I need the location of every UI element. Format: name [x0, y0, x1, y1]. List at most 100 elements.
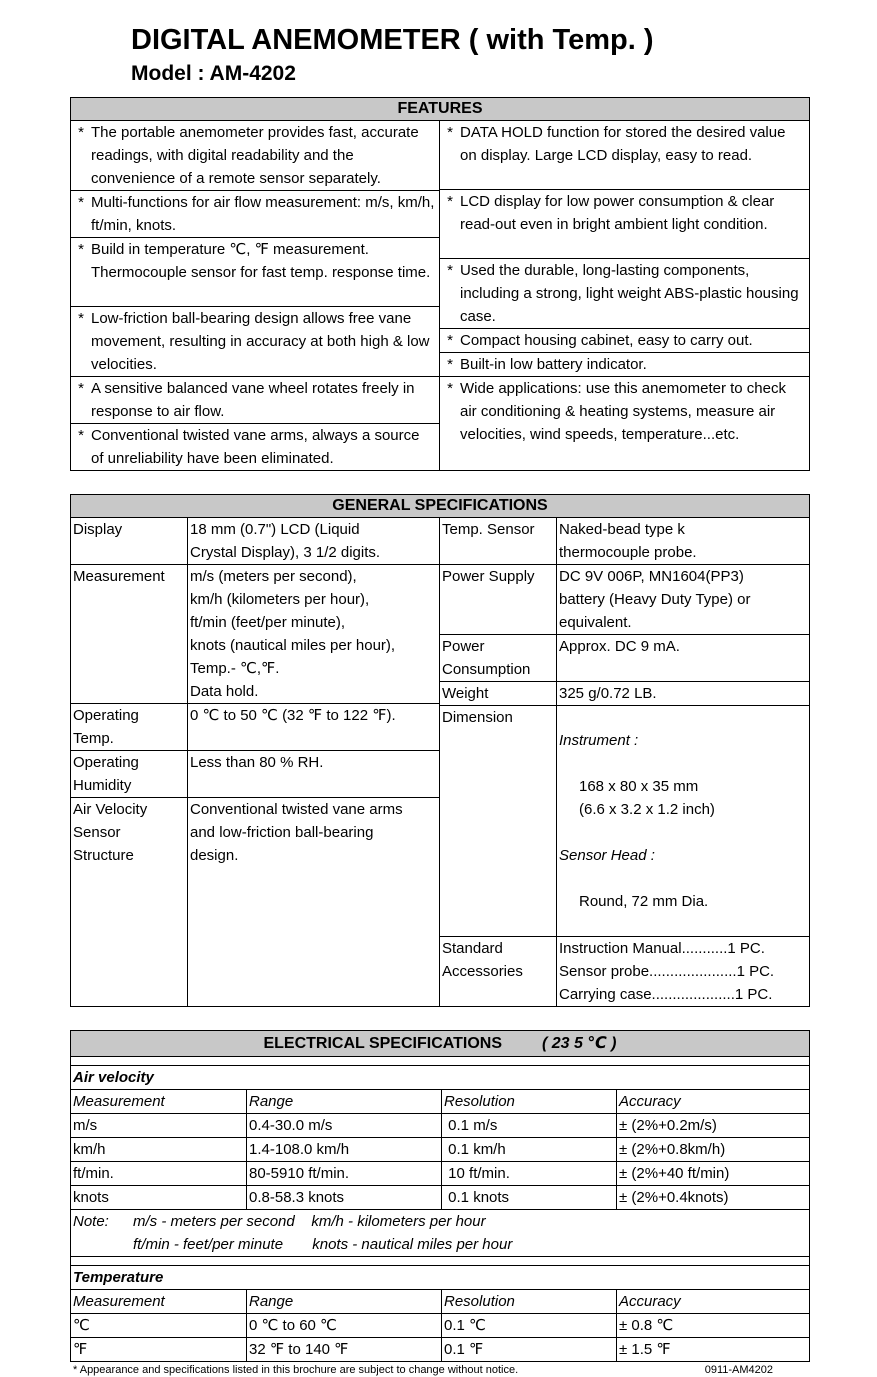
spec-row: Operating Humidity Less than 80 % RH.	[71, 751, 439, 798]
bullet: *	[78, 241, 84, 258]
sensor-head-label: Sensor Head :	[559, 847, 655, 864]
feature-text: Built-in low battery indicator.	[460, 356, 647, 373]
feature-item: * Compact housing cabinet, easy to carry …	[440, 329, 809, 353]
sensor-head-dimensions: Round, 72 mm Dia.	[579, 893, 709, 910]
feature-text: Build in temperature ℃, ℉ measurement. T…	[91, 241, 431, 281]
instrument-label: Instrument :	[559, 732, 639, 749]
table-row: knots 0.8-58.3 knots 0.1 knots ± (2%+0.4kn…	[71, 1186, 809, 1210]
spec-value: 18 mm (0.7") LCD (Liquid Crystal Display…	[190, 521, 381, 561]
features-right-column: * DATA HOLD function for stored the desir…	[440, 121, 809, 470]
units-note: Note: m/s - meters per second km/h - kil…	[71, 1210, 809, 1257]
feature-text: Conventional twisted vane arms, always a…	[91, 427, 420, 467]
spec-value: Instrument : 168 x 80 x 35 mm (6.6 x 3.2…	[557, 706, 809, 936]
spec-value: Approx. DC 9 mA.	[559, 638, 680, 655]
table-row: ℃ 0 ℃ to 60 ℃ 0.1 ℃ ± 0.8 ℃	[71, 1314, 809, 1338]
bullet: *	[78, 194, 84, 211]
spec-row: Measurement m/s (meters per second), km/h…	[71, 565, 439, 704]
spec-label: Operating Humidity	[71, 751, 188, 797]
features-table: FEATURES * The portable anemometer provid…	[70, 97, 810, 471]
table-row: m/s 0.4-30.0 m/s 0.1 m/s ± (2%+0.2m/s)	[71, 1114, 809, 1138]
note-line: m/s - meters per second km/h - kilometer…	[133, 1213, 486, 1230]
bullet: *	[447, 332, 453, 349]
spec-label: Temp. Sensor	[440, 518, 557, 564]
spec-row: Air Velocity Sensor Structure Conventiona…	[71, 798, 439, 1006]
spec-value: Less than 80 % RH.	[190, 754, 324, 771]
feature-item: * Multi-functions for air flow measuremen…	[71, 191, 439, 238]
table-row: km/h 1.4-108.0 km/h 0.1 km/h ± (2%+0.8km/h…	[71, 1138, 809, 1162]
spec-value: 325 g/0.72 LB.	[559, 685, 657, 702]
feature-item: * The portable anemometer provides fast, …	[71, 121, 439, 191]
air-velocity-title: Air velocity	[71, 1066, 809, 1090]
feature-item: * DATA HOLD function for stored the desir…	[440, 121, 809, 190]
temperature-title: Temperature	[71, 1266, 809, 1290]
table-row: ft/min. 80-5910 ft/min. 10 ft/min. ± (2%+4…	[71, 1162, 809, 1186]
spec-row: Dimension Instrument : 168 x 80 x 35 mm …	[440, 706, 809, 937]
spec-value: Conventional twisted vane arms and low-f…	[190, 801, 403, 864]
bullet: *	[447, 356, 453, 373]
model-number: Model : AM-4202	[131, 62, 296, 85]
bullet: *	[78, 380, 84, 397]
bullet: *	[447, 193, 453, 210]
general-specs-header: GENERAL SPECIFICATIONS	[71, 495, 809, 518]
feature-text: Compact housing cabinet, easy to carry o…	[460, 332, 753, 349]
general-specs-table: GENERAL SPECIFICATIONS Display 18 mm (0.7…	[70, 494, 810, 1007]
spec-row: Standard Accessories Instruction Manual..…	[440, 937, 809, 1006]
feature-item: * Conventional twisted vane arms, always …	[71, 424, 439, 470]
spec-label: Standard Accessories	[440, 937, 557, 1006]
feature-item: * Wide applications: use this anemometer …	[440, 377, 809, 470]
spec-row: Temp. Sensor Naked-bead type k thermocoup…	[440, 518, 809, 565]
document-code: 0911-AM4202	[704, 1364, 773, 1376]
reference-temperature: ( 23 5 ℃ )	[542, 1035, 617, 1052]
electrical-specs-table: ELECTRICAL SPECIFICATIONS ( 23 5 ℃ ) Air …	[70, 1030, 810, 1362]
features-left-column: * The portable anemometer provides fast, …	[71, 121, 440, 470]
bullet: *	[447, 124, 453, 141]
column-header-row: Measurement Range Resolution Accuracy	[71, 1090, 809, 1114]
spec-label: Display	[71, 518, 188, 564]
column-header-row: Measurement Range Resolution Accuracy	[71, 1290, 809, 1314]
spec-value: m/s (meters per second), km/h (kilometer…	[190, 568, 396, 700]
feature-text: A sensitive balanced vane wheel rotates …	[91, 380, 415, 420]
spec-row: Power Supply DC 9V 006P, MN1604(PP3) batt…	[440, 565, 809, 635]
spec-value: DC 9V 006P, MN1604(PP3) battery (Heavy D…	[559, 568, 751, 631]
bullet: *	[78, 124, 84, 141]
feature-text: DATA HOLD function for stored the desire…	[460, 124, 786, 164]
bullet: *	[447, 262, 453, 279]
feature-item: * A sensitive balanced vane wheel rotates…	[71, 377, 439, 424]
spec-value: 0 ℃ to 50 ℃ (32 ℉ to 122 ℉).	[190, 707, 396, 724]
spec-value: Instruction Manual...........1 PC. Senso…	[559, 940, 775, 1003]
bullet: *	[78, 427, 84, 444]
spec-row: Weight 325 g/0.72 LB.	[440, 682, 809, 706]
spec-label: Air Velocity Sensor Structure	[71, 798, 188, 1006]
feature-text: Used the durable, long-lasting component…	[460, 262, 799, 325]
features-header: FEATURES	[71, 98, 809, 121]
feature-item: * LCD display for low power consumption &…	[440, 190, 809, 259]
spec-value: Naked-bead type k thermocouple probe.	[559, 521, 697, 561]
note-line: ft/min - feet/per minute knots - nautica…	[133, 1236, 513, 1253]
spec-row: Operating Temp. 0 ℃ to 50 ℃ (32 ℉ to 122 …	[71, 704, 439, 751]
spec-label: Power Supply	[440, 565, 557, 634]
feature-item: * Used the durable, long-lasting componen…	[440, 259, 809, 329]
disclaimer: * Appearance and specifications listed i…	[73, 1364, 519, 1376]
footer: * Appearance and specifications listed i…	[73, 1363, 773, 1377]
feature-item: * Low-friction ball-bearing design allows…	[71, 307, 439, 377]
feature-text: LCD display for low power consumption & …	[460, 193, 775, 233]
spec-row: Power Consumption Approx. DC 9 mA.	[440, 635, 809, 682]
spec-label: Weight	[440, 682, 557, 705]
spec-label: Power Consumption	[440, 635, 557, 681]
note-label: Note:	[73, 1213, 109, 1230]
instrument-dimensions: 168 x 80 x 35 mm (6.6 x 3.2 x 1.2 inch)	[579, 778, 715, 818]
feature-text: Wide applications: use this anemometer t…	[460, 380, 786, 443]
page-title: DIGITAL ANEMOMETER ( with Temp. )	[131, 24, 654, 56]
general-right-column: Temp. Sensor Naked-bead type k thermocoup…	[440, 518, 809, 1006]
bullet: *	[78, 310, 84, 327]
feature-item: * Build in temperature ℃, ℉ measurement. …	[71, 238, 439, 307]
spec-label: Operating Temp.	[71, 704, 188, 750]
general-left-column: Display 18 mm (0.7") LCD (Liquid Crystal …	[71, 518, 440, 1006]
feature-item: * Built-in low battery indicator.	[440, 353, 809, 377]
electrical-specs-header: ELECTRICAL SPECIFICATIONS	[263, 1035, 502, 1052]
feature-text: The portable anemometer provides fast, a…	[91, 124, 419, 187]
spec-label: Dimension	[440, 706, 557, 936]
spec-row: Display 18 mm (0.7") LCD (Liquid Crystal …	[71, 518, 439, 565]
table-row: ℉ 32 ℉ to 140 ℉ 0.1 ℉ ± 1.5 ℉	[71, 1338, 809, 1361]
